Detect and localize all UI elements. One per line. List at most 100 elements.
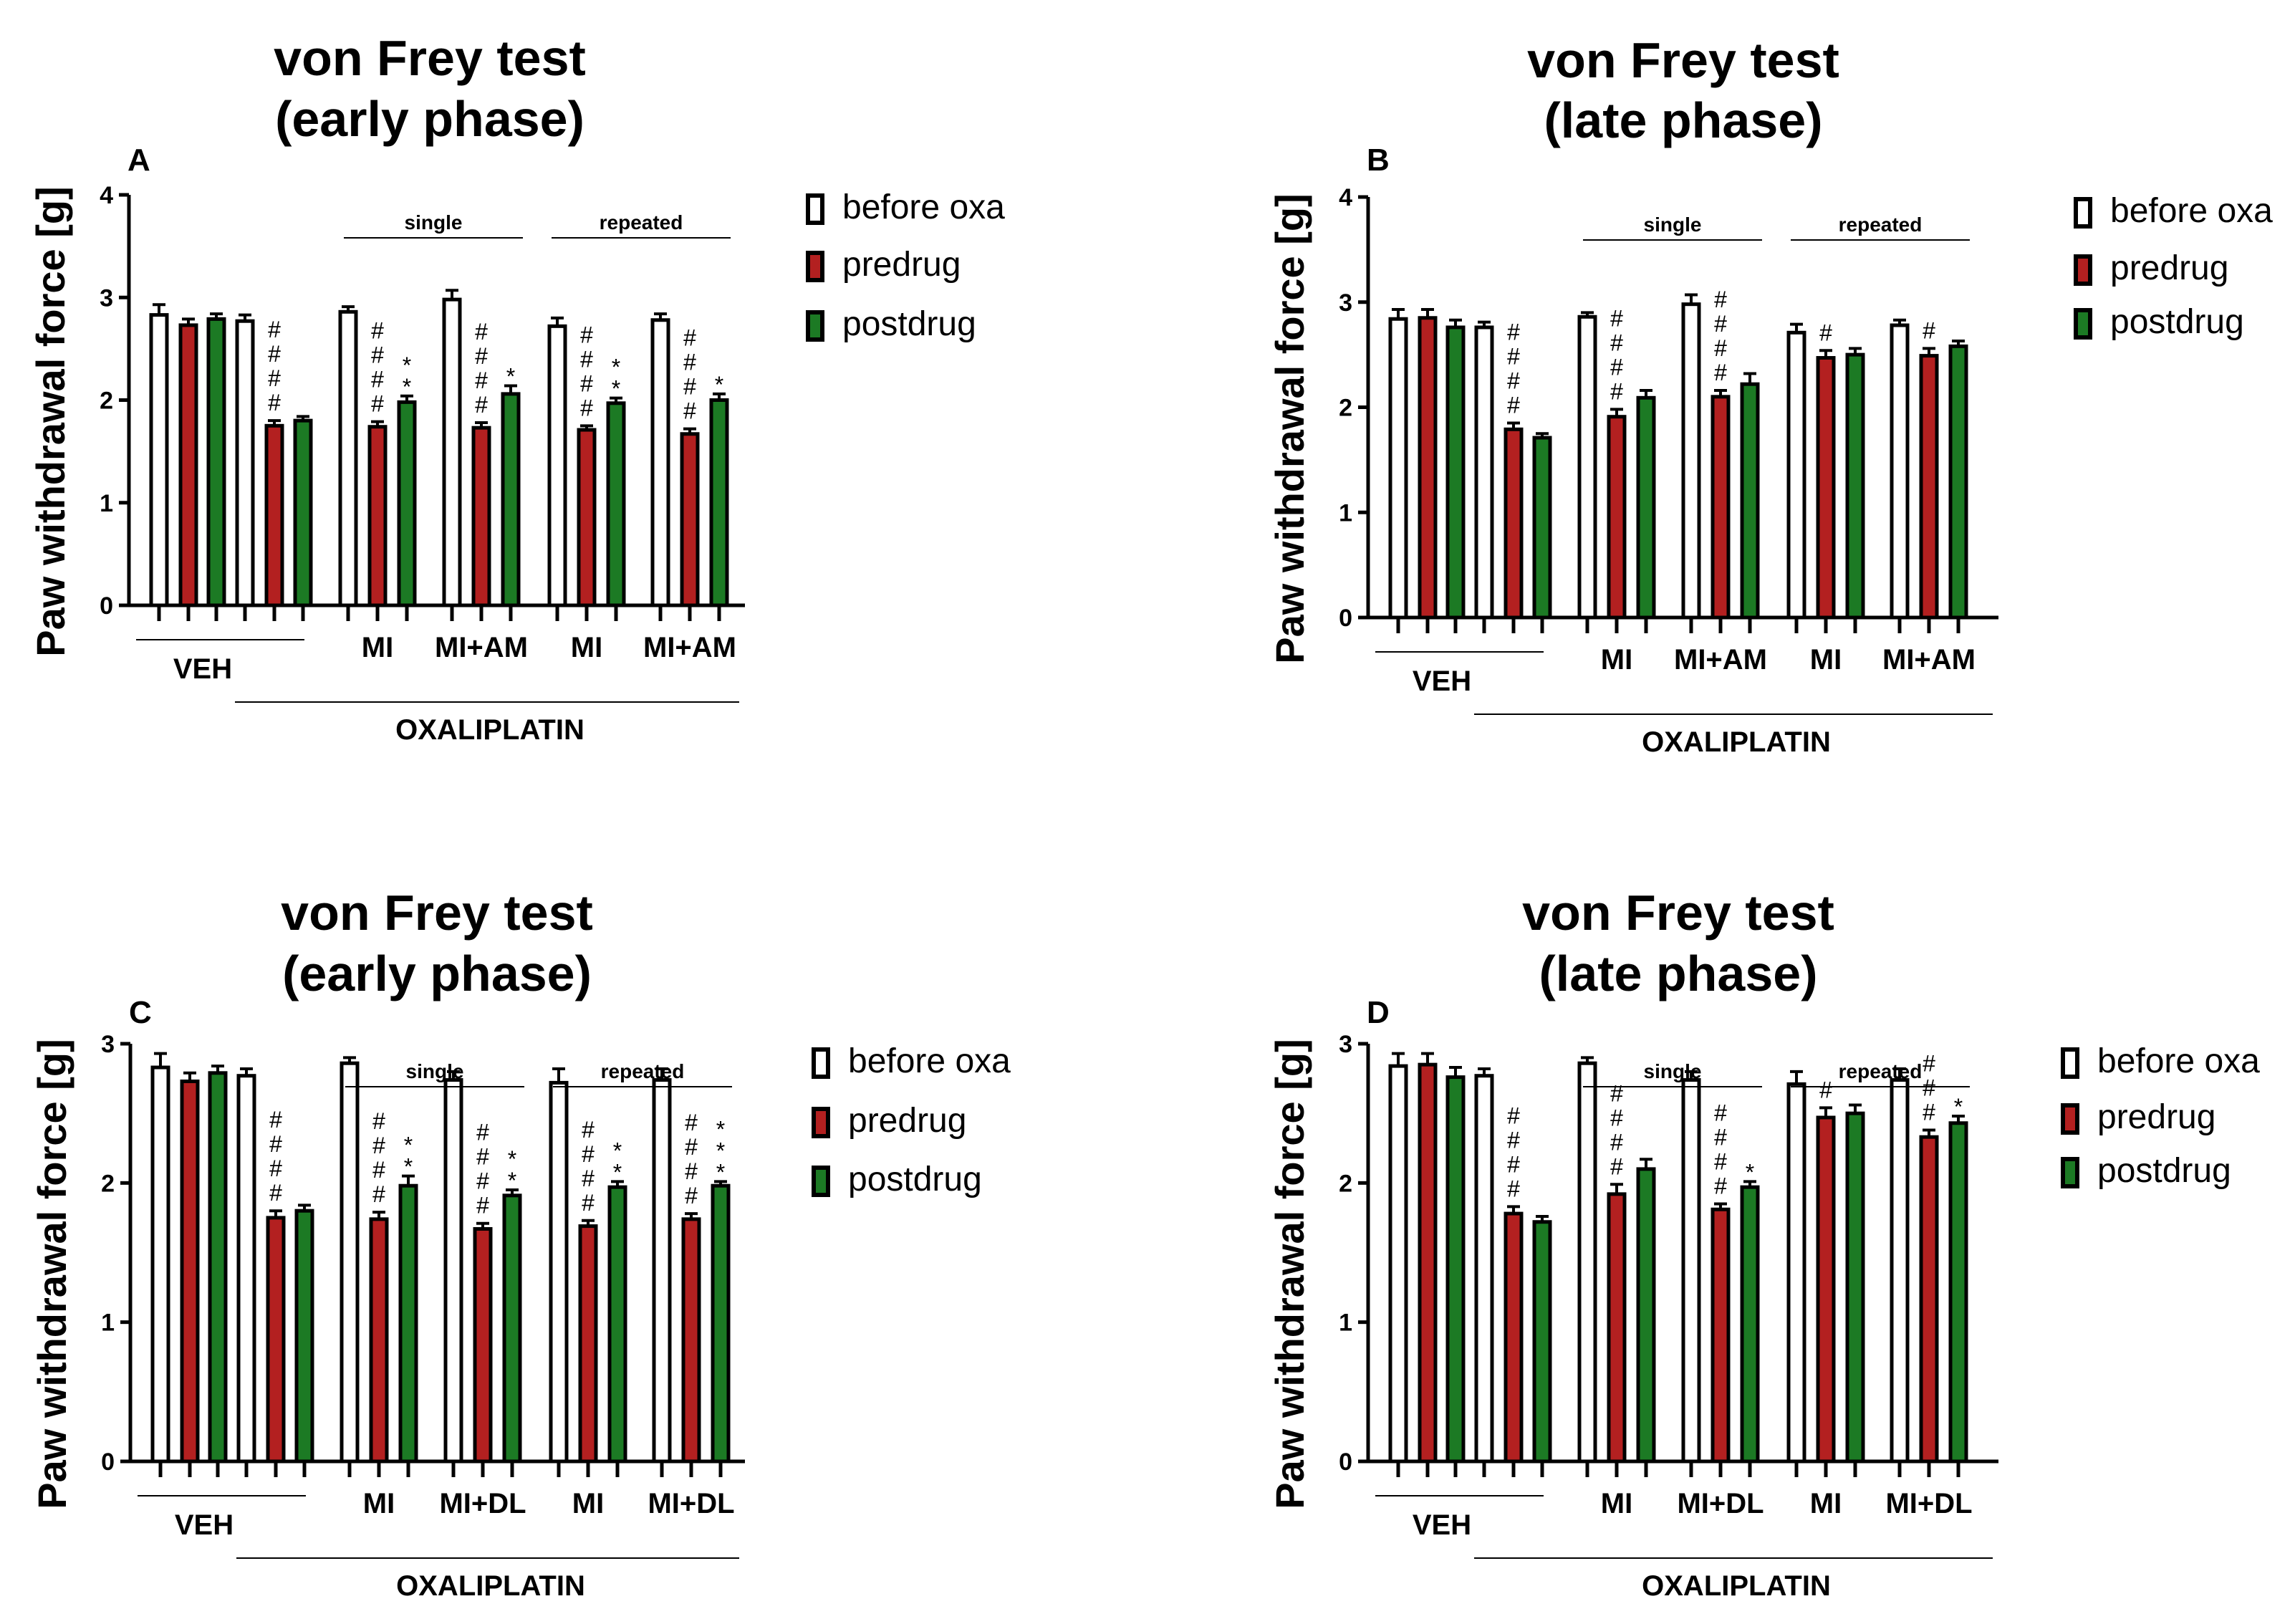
bar-predrug [1711,1207,1731,1464]
legend-swatch [812,1107,830,1138]
bar-before-oxa [149,313,169,607]
repeated-label: repeated [601,1060,685,1082]
panel-letter: D [1367,995,1390,1030]
legend-swatch [812,1166,830,1197]
bar-postdrug [1445,1075,1466,1464]
group-label: MI [1601,1488,1632,1519]
bar-predrug [1607,1192,1627,1464]
significance-marker: * * [403,352,411,400]
significance-marker-line: # [1923,317,1935,343]
bar-predrug [1919,1135,1939,1464]
repeated-label: repeated [1839,1060,1923,1082]
significance-marker-line: # [269,1131,282,1157]
significance-marker-line: # [269,1107,282,1133]
bar-postdrug [1445,325,1466,620]
chart-title-line: (early phase) [282,946,592,1001]
significance-marker-line: # [476,1120,489,1145]
legend-label: predrug [2097,1098,2215,1136]
significance-marker: * [715,372,723,398]
legend-label: predrug [2110,249,2228,287]
y-tick-label: 0 [1339,1448,1352,1476]
legend-swatch [2061,1047,2079,1079]
bar-before-oxa [1786,330,1806,620]
significance-marker-line: * [1954,1094,1963,1120]
group-label-veh: VEH [1413,1509,1471,1541]
y-tick-label: 1 [1339,499,1352,527]
significance-marker-line: # [1819,319,1832,345]
bar-predrug [1816,1115,1836,1464]
significance-marker-line: # [580,322,593,347]
bar-before-oxa [1786,1082,1806,1464]
significance-marker-line: # [371,342,384,368]
significance-marker-line: # [268,365,281,391]
significance-marker-line: * [404,1133,413,1158]
y-axis-label: Paw withdrawal force [g] [28,186,73,657]
bar-postdrug [502,1193,522,1464]
significance-marker-line: # [371,318,384,344]
bar-before-oxa [1681,302,1701,620]
significance-marker-line: # [580,395,593,421]
panel-letter: A [128,143,150,178]
significance-marker-line: # [683,374,696,400]
significance-marker-line: # [475,319,488,345]
significance-marker-line: # [683,350,696,375]
bar-predrug [578,1224,598,1464]
bar-predrug [266,1216,286,1464]
significance-marker-line: # [580,346,593,372]
bar-postdrug [1636,395,1656,620]
bar-postdrug [1948,344,1968,620]
bar-before-oxa [1890,323,1910,620]
legend-swatch [2074,254,2092,286]
y-tick-label: 3 [1339,289,1352,317]
group-label: MI [1810,1488,1842,1519]
legend-swatch [2074,308,2092,340]
bar-before-oxa [338,309,358,607]
bar-before-oxa [652,1078,672,1464]
bar-before-oxa [442,297,462,607]
group-label: MI+DL [439,1488,526,1519]
legend-swatch [2074,197,2092,229]
group-label: MI+AM [435,632,528,663]
chart-title-line: (late phase) [1544,92,1823,148]
chart-title-line: von Frey test [1527,32,1839,88]
bar-before-oxa [235,319,255,607]
significance-marker-line: # [1714,287,1727,312]
significance-marker: * * * [716,1116,725,1185]
y-tick-label: 0 [100,592,113,620]
y-tick-label: 2 [101,1170,115,1197]
repeated-label: repeated [600,211,683,234]
bar-before-oxa [1681,1078,1701,1464]
bar-before-oxa [1577,314,1597,620]
significance-marker: * * [404,1133,413,1180]
bar-postdrug [1636,1167,1656,1464]
significance-marker-line: # [1507,1151,1520,1177]
group-label: MI [571,632,602,663]
y-tick-label: 4 [1339,184,1352,211]
significance-marker-line: * [404,1154,413,1180]
significance-marker: * * [612,355,620,402]
y-tick-label: 0 [101,1448,115,1476]
significance-marker-line: * [508,1168,516,1193]
y-tick-label: 1 [1339,1310,1352,1337]
oxaliplatin-label: OXALIPLATIN [395,714,584,746]
significance-marker-line: # [372,1108,385,1134]
bar-before-oxa [150,1065,170,1464]
bar-predrug [1418,316,1438,620]
bar-postdrug [398,1183,418,1464]
significance-marker-line: # [372,1157,385,1183]
significance-marker: # # # # [1507,319,1520,418]
significance-marker-line: * [716,1116,725,1142]
bar-before-oxa [549,1080,569,1464]
bar-predrug [1418,1062,1438,1464]
significance-marker-line: # [1819,1077,1832,1102]
significance-marker: # # # # [683,325,696,424]
significance-marker-line: # [1714,1173,1727,1198]
significance-marker: # # # # [372,1108,385,1207]
bar-before-oxa [1388,1064,1408,1464]
bar-before-oxa [650,318,670,607]
legend-label: predrug [848,1102,966,1140]
legend-label: postdrug [2097,1152,2231,1190]
panel-letter: C [129,995,152,1030]
